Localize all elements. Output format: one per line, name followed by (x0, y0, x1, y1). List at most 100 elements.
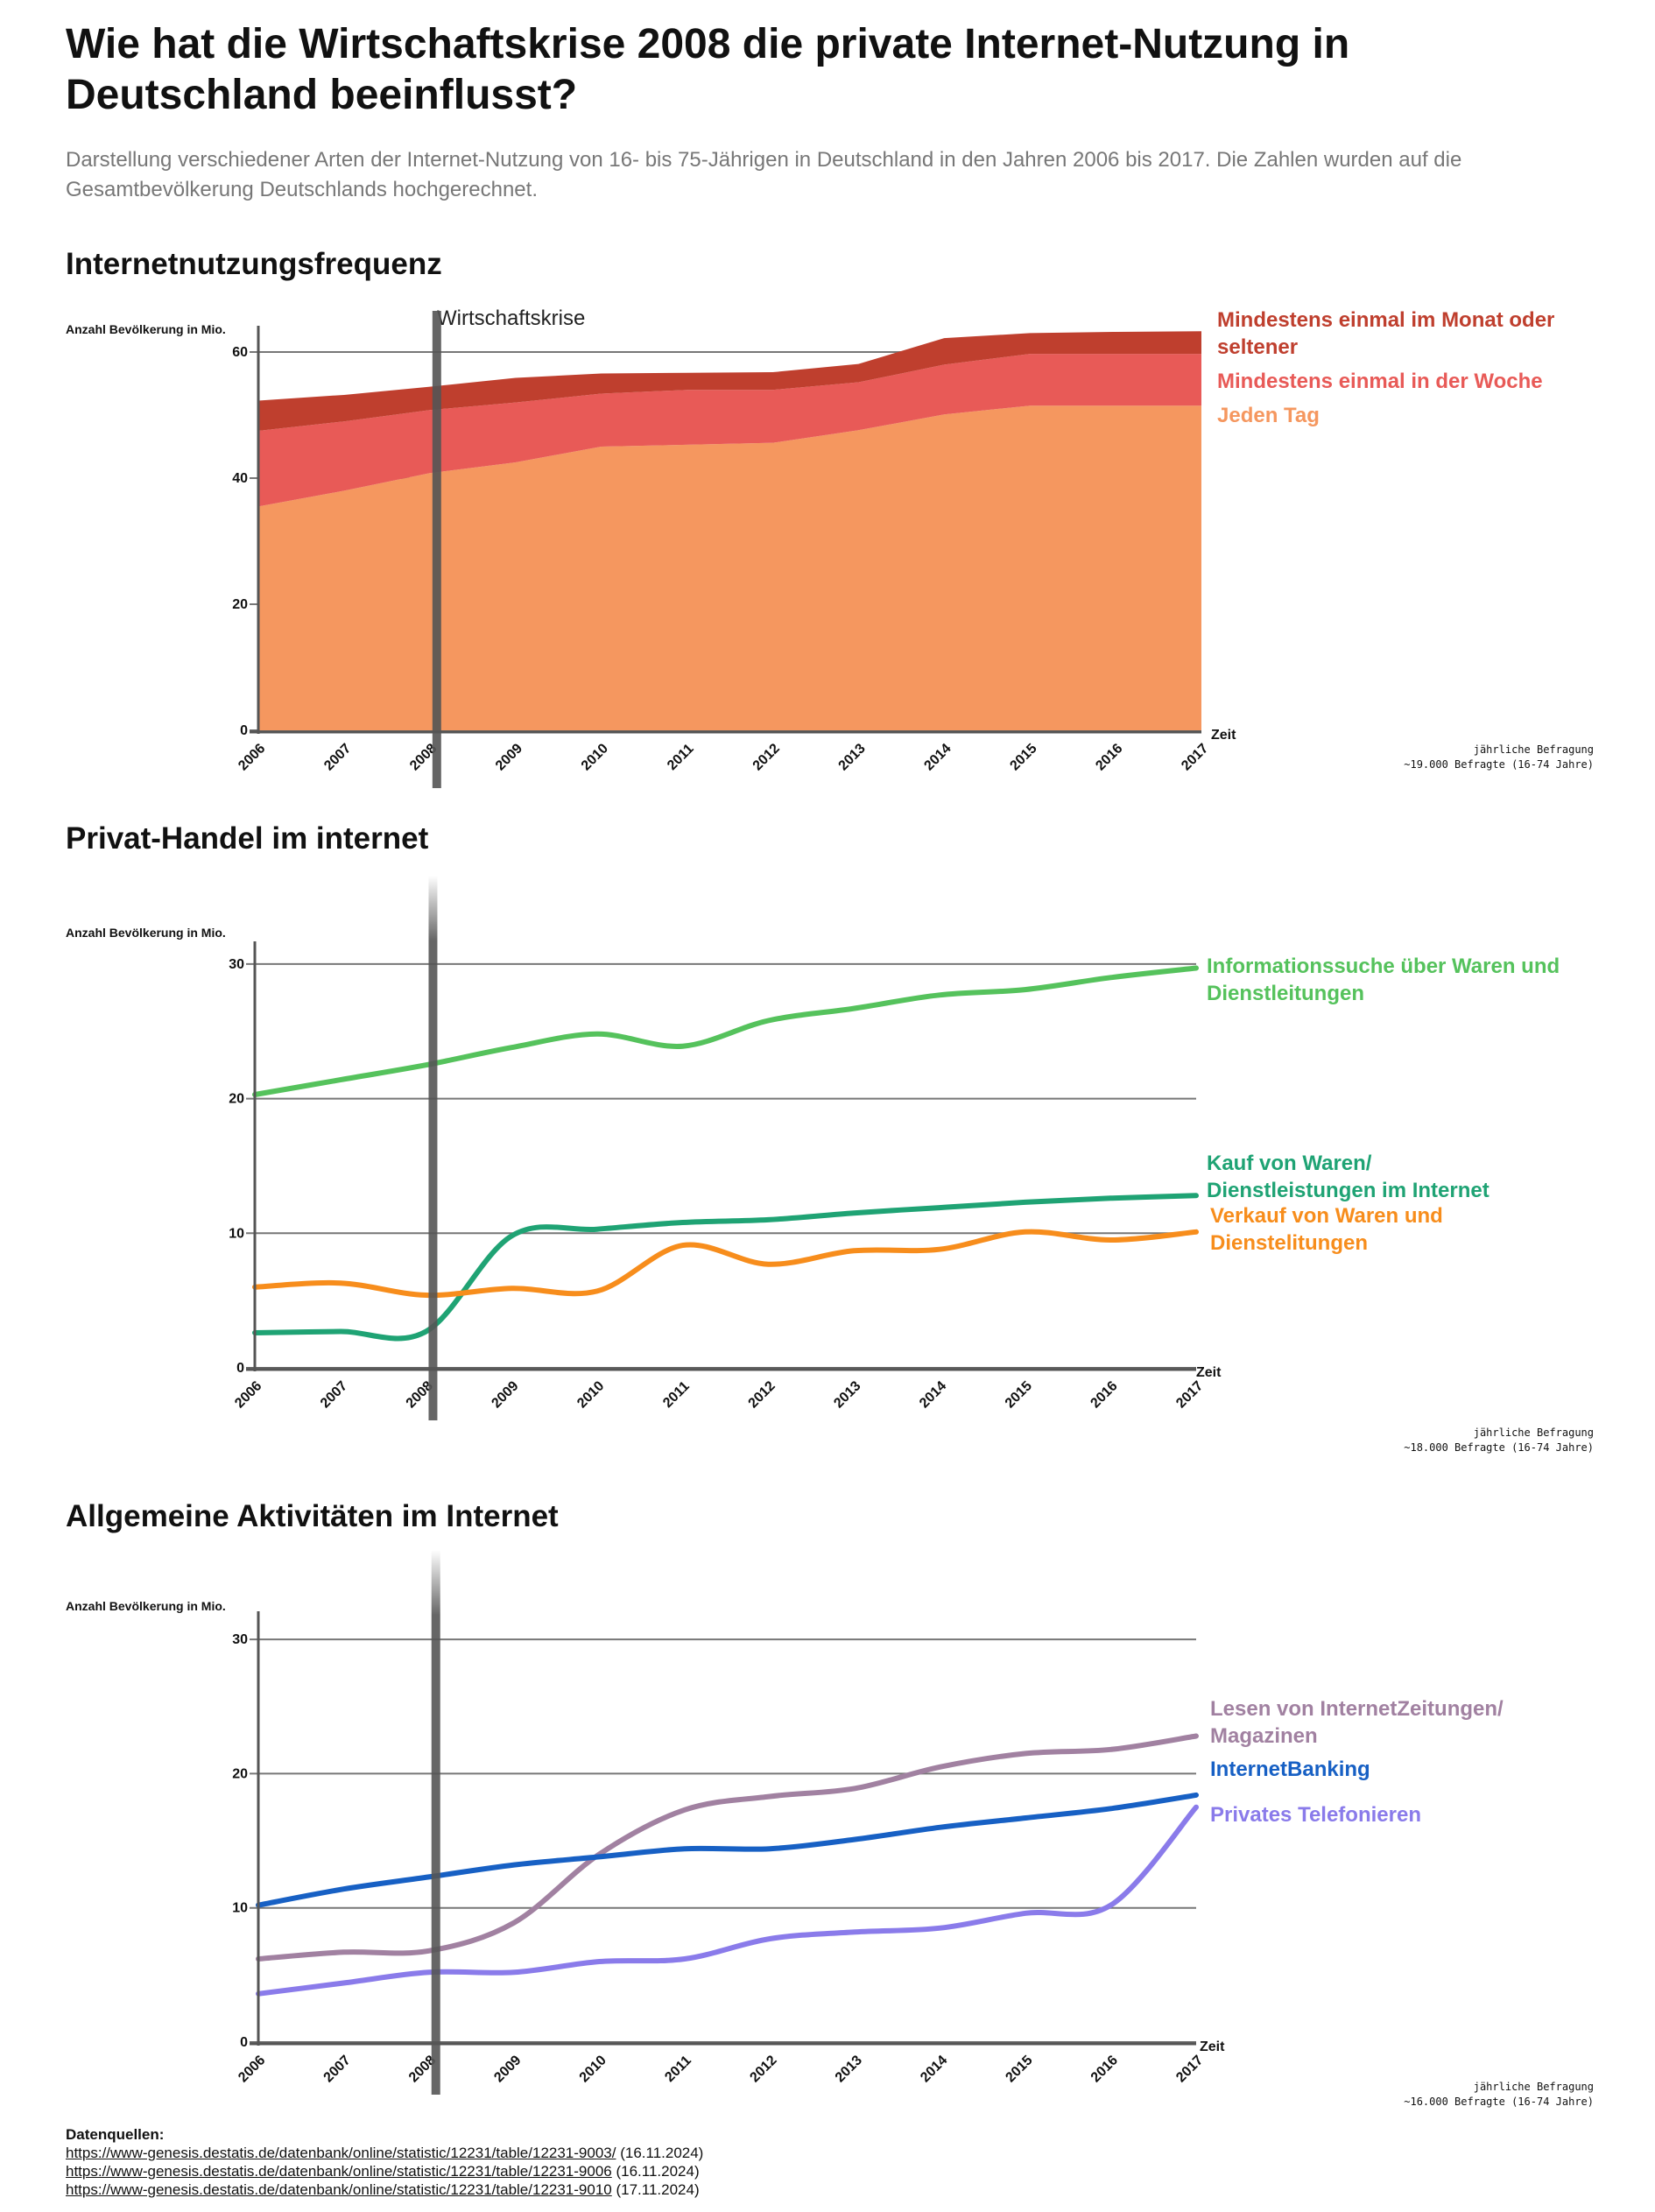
x-tick-label: 2017 (1179, 741, 1211, 773)
y-tick-label: 10 (229, 1226, 244, 1241)
x-tick-label: 2007 (318, 1378, 350, 1411)
data-sources: Datenquellen: https://www-genesis.destat… (66, 2125, 703, 2199)
note-line: ~18.000 Befragte (16-74 Jahre) (1404, 1441, 1594, 1454)
legend-telephony: Privates Telefonieren (1210, 1803, 1421, 1827)
source-date: (16.11.2024) (620, 2145, 704, 2161)
source-date: (16.11.2024) (616, 2163, 700, 2180)
x-tick-label: 2009 (493, 741, 525, 773)
x-tick-label: 2017 (1173, 2053, 1206, 2085)
legend-daily: Jeden Tag (1217, 404, 1320, 427)
source-link[interactable]: https://www-genesis.destatis.de/datenban… (66, 2163, 612, 2180)
y-tick-label: 60 (232, 345, 248, 360)
legend-info-search: Informationssuche über Waren und Dienstl… (1207, 955, 1560, 1005)
x-tick-label: 2012 (750, 741, 783, 773)
chart-ylabel-frequency: Anzahl Bevölkerung in Mio. (66, 322, 226, 336)
x-tick-label: 2006 (236, 741, 268, 773)
note-line: jährliche Befragung (1473, 1427, 1594, 1439)
x-tick-label: 2014 (921, 741, 954, 773)
crisis-marker (428, 876, 438, 1420)
line-kauf-von-waren-dienstleistungen-im-internet (252, 1193, 1199, 1342)
note-line: ~16.000 Befragte (16-74 Jahre) (1404, 2096, 1594, 2108)
source-row: https://www-genesis.destatis.de/datenban… (66, 2144, 703, 2162)
source-row: https://www-genesis.destatis.de/datenban… (66, 2180, 703, 2199)
x-tick-label: 2013 (831, 1378, 863, 1411)
legend-sale: Verkauf von Waren und Dienstelitungen (1210, 1204, 1443, 1255)
y-tick-label: 0 (240, 723, 248, 738)
x-tick-label: 2013 (833, 2053, 865, 2085)
chart-title-frequency: Internetnutzungsfrequenz (66, 247, 442, 281)
x-tick-label: 2014 (917, 1378, 949, 1411)
chart-title-activities: Allgemeine Aktivitäten im Internet (66, 1499, 559, 1533)
x-tick-label: 2016 (1088, 1378, 1120, 1411)
x-tick-label: 2009 (489, 1378, 521, 1411)
legend-monthly: Mindestens einmal im Monat oder seltener (1217, 308, 1555, 359)
x-tick-label: 2010 (574, 1378, 607, 1411)
x-tick-label: 2007 (321, 2053, 354, 2085)
y-tick-label: 40 (232, 471, 248, 486)
y-tick-label: 0 (236, 1361, 244, 1376)
chart-note-frequency: jährliche Befragung ~19.000 Befragte (16… (1404, 743, 1594, 772)
x-tick-label: 2010 (577, 2053, 609, 2085)
x-tick-label: 2006 (232, 1378, 264, 1411)
x-tick-label: 2013 (836, 741, 869, 773)
crisis-marker (431, 1550, 440, 2095)
x-tick-label: 2015 (1003, 2053, 1035, 2085)
legend-banking: InternetBanking (1210, 1758, 1370, 1781)
y-tick-label: 20 (229, 1092, 244, 1107)
area-jeden-tag (258, 405, 1201, 730)
source-link[interactable]: https://www-genesis.destatis.de/datenban… (66, 2145, 616, 2161)
chart-ylabel-trade: Anzahl Bevölkerung in Mio. (66, 926, 226, 940)
line-internetbanking (256, 1792, 1199, 1908)
legend-purchase: Kauf von Waren/ Dienstleistungen im Inte… (1207, 1152, 1490, 1202)
x-tick-label: 2016 (1088, 2053, 1121, 2085)
note-line: jährliche Befragung (1473, 743, 1594, 756)
chart-note-trade: jährliche Befragung ~18.000 Befragte (16… (1404, 1426, 1594, 1455)
chart-note-activities: jährliche Befragung ~16.000 Befragte (16… (1404, 2080, 1594, 2110)
y-tick-label: 0 (240, 2035, 248, 2050)
line-verkauf-von-waren-und-dienstelitungen (252, 1229, 1199, 1299)
x-tick-label: 2007 (321, 741, 354, 773)
y-tick-label: 20 (232, 1766, 248, 1781)
x-tick-label: 2006 (236, 2053, 268, 2085)
x-axis-label: Zeit (1200, 2039, 1225, 2054)
y-tick-label: 30 (232, 1632, 248, 1647)
legend-news: Lesen von InternetZeitungen/ Magazinen (1210, 1697, 1504, 1748)
x-axis-label: Zeit (1211, 728, 1236, 743)
x-tick-label: 2016 (1093, 741, 1125, 773)
x-tick-label: 2012 (746, 1378, 778, 1411)
note-line: ~19.000 Befragte (16-74 Jahre) (1404, 758, 1594, 771)
source-date: (17.11.2024) (616, 2181, 700, 2198)
area-mindestens-einmal-im-monat-oder-seltener (258, 331, 1201, 431)
line-privates-telefonieren (256, 1804, 1199, 1997)
x-tick-label: 2015 (1003, 1378, 1035, 1411)
x-tick-label: 2014 (918, 2053, 950, 2085)
line-lesen-von-internetzeitungen-magazinen (256, 1733, 1199, 1962)
x-tick-label: 2015 (1007, 741, 1039, 773)
x-tick-label: 2009 (491, 2053, 524, 2085)
chart-ylabel-activities: Anzahl Bevölkerung in Mio. (66, 1599, 226, 1613)
crisis-label: Wirtschaftskrise (437, 306, 586, 330)
y-tick-label: 20 (232, 597, 248, 612)
x-tick-label: 2010 (579, 741, 611, 773)
source-link[interactable]: https://www-genesis.destatis.de/datenban… (66, 2181, 612, 2198)
sources-title: Datenquellen: (66, 2126, 165, 2143)
x-tick-label: 2011 (660, 1378, 693, 1411)
y-tick-label: 10 (232, 1901, 248, 1916)
page-subtitle: Darstellung verschiedener Arten der Inte… (66, 148, 1462, 201)
y-tick-label: 30 (229, 957, 244, 972)
x-tick-label: 2017 (1173, 1378, 1206, 1411)
area-mindestens-einmal-in-der-woche (258, 354, 1201, 507)
line-informationssuche-ber-waren-und-dienstleitungen (252, 965, 1199, 1097)
page-title: Wie hat die Wirtschaftskrise 2008 die pr… (66, 21, 1350, 118)
x-tick-label: 2012 (747, 2053, 779, 2085)
source-row: https://www-genesis.destatis.de/datenban… (66, 2162, 703, 2180)
chart-title-trade: Privat-Handel im internet (66, 821, 429, 856)
legend-weekly: Mindestens einmal in der Woche (1217, 370, 1543, 393)
note-line: jährliche Befragung (1473, 2081, 1594, 2093)
x-axis-label: Zeit (1196, 1365, 1222, 1380)
x-tick-label: 2011 (665, 741, 697, 773)
x-tick-label: 2011 (662, 2053, 694, 2085)
